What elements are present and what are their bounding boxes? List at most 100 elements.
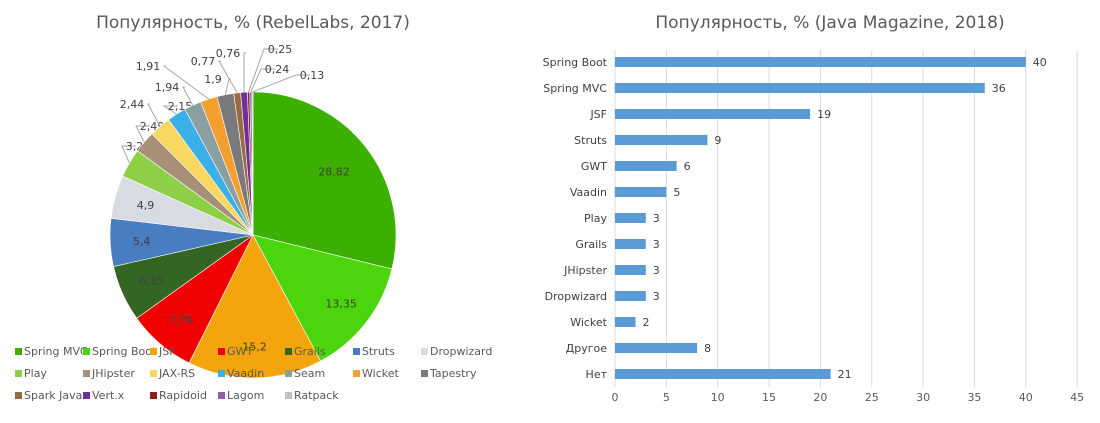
legend-item: Spring MVC (15, 345, 88, 358)
legend-swatch (218, 370, 225, 377)
pie-title: Популярность, % (RebelLabs, 2017) (96, 13, 410, 33)
y-category-label: Grails (575, 238, 607, 251)
pie-data-label: 0,25 (268, 43, 293, 56)
leader-line (162, 105, 178, 115)
bar-data-label: 2 (643, 316, 650, 329)
legend-label: Vaadin (227, 367, 264, 380)
legend-label: Wicket (362, 367, 399, 380)
legend-swatch (285, 348, 292, 355)
bar-data-label: 3 (653, 238, 660, 251)
pie-slice-spring-mvc (252, 91, 397, 270)
pie-data-label: 0,13 (300, 69, 325, 82)
pie-data-label: 0,76 (216, 47, 241, 60)
legend-swatch (218, 348, 225, 355)
bar-data-label: 5 (673, 186, 680, 199)
legend-label: Ratpack (294, 389, 339, 402)
bar-нет (615, 369, 831, 379)
legend-label: Lagom (227, 389, 264, 402)
legend-item: Ratpack (285, 389, 339, 402)
legend-swatch (15, 370, 22, 377)
legend-item: Spring Boot (83, 345, 157, 358)
bar-jsf (615, 109, 811, 119)
legend-item: Struts (353, 345, 395, 358)
legend-item: Dropwizard (421, 345, 492, 358)
legend-label: GWT (227, 345, 253, 358)
bar-data-label: 19 (817, 108, 831, 121)
legend-label: Grails (294, 345, 326, 358)
legend-label: Spring MVC (24, 345, 88, 358)
y-category-label: Vaadin (570, 186, 607, 199)
legend-label: Spark Java (24, 389, 82, 402)
legend-item: Vaadin (218, 367, 264, 380)
bar-data-label: 6 (684, 160, 691, 173)
legend-label: Rapidoid (159, 389, 207, 402)
legend-swatch (353, 348, 360, 355)
legend-swatch (421, 370, 428, 377)
bar-dropwizard (615, 291, 646, 301)
legend-item: GWT (218, 345, 253, 358)
x-tick-label: 30 (916, 391, 930, 404)
leader-line (135, 125, 150, 143)
legend-label: Dropwizard (430, 345, 492, 358)
legend-swatch (150, 370, 157, 377)
leader-line (182, 86, 194, 106)
pie-data-label: 1,9 (204, 73, 222, 86)
legend-label: Vert.x (92, 389, 125, 402)
bar-data-label: 3 (653, 212, 660, 225)
legend-item: Tapestry (421, 367, 477, 380)
bar-gwt (615, 161, 677, 171)
leader-line (121, 145, 136, 164)
legend-swatch (285, 392, 292, 399)
pie-data-label: 0,77 (191, 55, 216, 68)
leader-line (252, 74, 310, 93)
legend-label: Struts (362, 345, 395, 358)
legend-swatch (15, 348, 22, 355)
bar-spring-mvc (615, 83, 985, 93)
bar-jhipster (615, 265, 646, 275)
x-tick-label: 15 (762, 391, 776, 404)
x-tick-label: 45 (1070, 391, 1084, 404)
y-category-label: Spring Boot (543, 56, 608, 69)
bar-data-label: 36 (992, 82, 1006, 95)
pie-legend: Spring MVC Spring Boot JSF GWT Grails Struts D… (15, 345, 492, 402)
pie-chart: 28,8213,3515,27,746,355,44,93,262,492,44… (109, 43, 397, 379)
x-tick-label: 5 (663, 391, 670, 404)
bar-другое (615, 343, 698, 353)
pie-slice-spring-boot (252, 234, 393, 362)
legend-swatch (421, 348, 428, 355)
y-category-label: Dropwizard (545, 290, 607, 303)
bar-play (615, 213, 646, 223)
bar-data-label: 9 (714, 134, 721, 147)
legend-item: Play (15, 367, 47, 380)
x-tick-label: 25 (865, 391, 879, 404)
legend-swatch (150, 348, 157, 355)
legend-item: Spark Java (15, 389, 82, 402)
y-category-label: GWT (581, 160, 607, 173)
x-tick-label: 10 (711, 391, 725, 404)
pie-data-label: 1,94 (155, 81, 180, 94)
bar-spring-boot (615, 57, 1026, 67)
legend-swatch (218, 392, 225, 399)
x-tick-label: 35 (967, 391, 981, 404)
y-category-label: Play (584, 212, 607, 225)
x-tick-label: 40 (1019, 391, 1033, 404)
legend-label: Spring Boot (92, 345, 157, 358)
bar-vaadin (615, 187, 667, 197)
legend-item: Seam (285, 367, 325, 380)
bar-title: Популярность, % (Java Magazine, 2018) (655, 13, 1004, 33)
pie-data-label: 13,35 (325, 297, 357, 310)
y-category-label: JSF (589, 108, 607, 121)
bar-grails (615, 239, 646, 249)
bar-data-label: 40 (1033, 56, 1047, 69)
legend-item: JAX-RS (150, 367, 195, 380)
pie-data-label: 2,44 (120, 98, 145, 111)
leader-line (248, 48, 278, 93)
bar-wicket (615, 317, 636, 327)
legend-item: Rapidoid (150, 389, 207, 402)
legend-swatch (83, 392, 90, 399)
legend-label: Play (24, 367, 47, 380)
legend-item: Lagom (218, 389, 264, 402)
pie-data-label: 4,9 (137, 199, 155, 212)
